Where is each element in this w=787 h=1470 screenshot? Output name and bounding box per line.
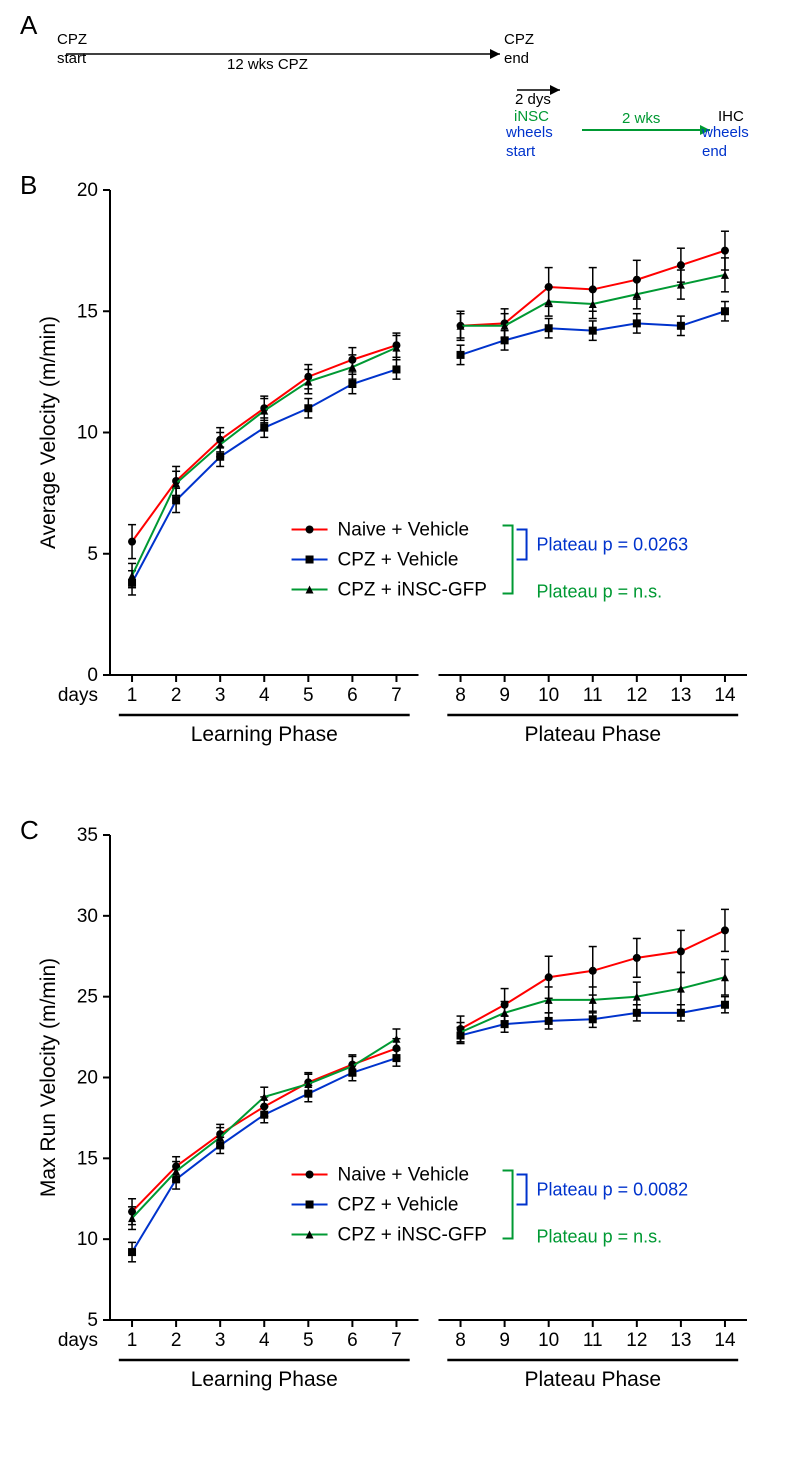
svg-text:10: 10 bbox=[538, 1330, 559, 1351]
svg-text:12: 12 bbox=[626, 685, 647, 706]
svg-text:Learning Phase: Learning Phase bbox=[191, 723, 338, 746]
svg-text:25: 25 bbox=[77, 987, 98, 1008]
chart-b-svg: 05101520Average Velocity (m/min)12345678… bbox=[20, 170, 767, 790]
svg-text:6: 6 bbox=[347, 685, 358, 706]
cpz-end-label: CPZ end bbox=[504, 31, 534, 69]
svg-text:10: 10 bbox=[77, 1229, 98, 1250]
panel-c-label: C bbox=[20, 815, 39, 846]
panel-b: B 05101520Average Velocity (m/min)123456… bbox=[20, 170, 767, 790]
svg-text:10: 10 bbox=[538, 685, 559, 706]
svg-text:9: 9 bbox=[499, 685, 510, 706]
svg-text:CPZ + Vehicle: CPZ + Vehicle bbox=[338, 1195, 459, 1216]
svg-text:9: 9 bbox=[499, 1330, 510, 1351]
svg-text:Plateau Phase: Plateau Phase bbox=[524, 723, 661, 746]
chart-c-svg: 5101520253035Max Run Velocity (m/min)123… bbox=[20, 815, 767, 1435]
svg-text:days: days bbox=[58, 1330, 98, 1351]
svg-text:Plateau p = n.s.: Plateau p = n.s. bbox=[537, 582, 663, 602]
svg-text:20: 20 bbox=[77, 1068, 98, 1089]
cpz-duration-label: 12 wks CPZ bbox=[227, 56, 308, 75]
svg-text:20: 20 bbox=[77, 180, 98, 201]
svg-text:6: 6 bbox=[347, 1330, 358, 1351]
svg-text:CPZ + Vehicle: CPZ + Vehicle bbox=[338, 550, 459, 571]
svg-text:Plateau p = 0.0082: Plateau p = 0.0082 bbox=[537, 1180, 689, 1200]
svg-text:15: 15 bbox=[77, 1148, 98, 1169]
svg-text:Average Velocity (m/min): Average Velocity (m/min) bbox=[37, 316, 60, 549]
svg-text:Naive + Vehicle: Naive + Vehicle bbox=[338, 520, 470, 541]
svg-text:13: 13 bbox=[670, 1330, 691, 1351]
svg-text:10: 10 bbox=[77, 423, 98, 444]
svg-text:Max Run Velocity (m/min): Max Run Velocity (m/min) bbox=[37, 958, 60, 1197]
timeline-svg bbox=[62, 32, 762, 160]
svg-text:11: 11 bbox=[583, 685, 603, 706]
timeline-diagram: CPZ start 12 wks CPZ CPZ end 2 dys iNSC … bbox=[62, 32, 762, 152]
panel-a-label: A bbox=[20, 10, 37, 41]
svg-text:7: 7 bbox=[391, 1330, 402, 1351]
panel-c: C 5101520253035Max Run Velocity (m/min)1… bbox=[20, 815, 767, 1435]
svg-text:Plateau Phase: Plateau Phase bbox=[524, 1368, 661, 1391]
svg-text:Learning Phase: Learning Phase bbox=[191, 1368, 338, 1391]
wheels-start-label: wheels start bbox=[506, 124, 553, 162]
svg-text:12: 12 bbox=[626, 1330, 647, 1351]
svg-text:35: 35 bbox=[77, 825, 98, 846]
svg-text:13: 13 bbox=[670, 685, 691, 706]
svg-text:4: 4 bbox=[259, 685, 270, 706]
svg-text:5: 5 bbox=[303, 685, 314, 706]
svg-text:Plateau p = n.s.: Plateau p = n.s. bbox=[537, 1227, 663, 1247]
svg-text:1: 1 bbox=[127, 1330, 138, 1351]
svg-text:3: 3 bbox=[215, 685, 226, 706]
svg-text:Naive + Vehicle: Naive + Vehicle bbox=[338, 1165, 470, 1186]
svg-text:14: 14 bbox=[714, 685, 736, 706]
panel-b-label: B bbox=[20, 170, 37, 201]
svg-text:CPZ + iNSC-GFP: CPZ + iNSC-GFP bbox=[338, 1225, 487, 1246]
svg-text:14: 14 bbox=[714, 1330, 736, 1351]
svg-text:2: 2 bbox=[171, 1330, 182, 1351]
svg-text:8: 8 bbox=[455, 1330, 466, 1351]
svg-text:5: 5 bbox=[87, 1310, 98, 1331]
svg-text:0: 0 bbox=[87, 665, 98, 686]
svg-text:1: 1 bbox=[127, 685, 138, 706]
two-wks-label: 2 wks bbox=[622, 110, 660, 129]
svg-text:11: 11 bbox=[583, 1330, 603, 1351]
svg-text:CPZ + iNSC-GFP: CPZ + iNSC-GFP bbox=[338, 580, 487, 601]
svg-text:5: 5 bbox=[303, 1330, 314, 1351]
gap-days-label: 2 dys bbox=[515, 91, 551, 110]
cpz-start-label: CPZ start bbox=[57, 31, 87, 69]
svg-text:4: 4 bbox=[259, 1330, 270, 1351]
svg-text:7: 7 bbox=[391, 685, 402, 706]
svg-text:Plateau p = 0.0263: Plateau p = 0.0263 bbox=[537, 535, 689, 555]
svg-text:15: 15 bbox=[77, 301, 98, 322]
svg-text:30: 30 bbox=[77, 906, 98, 927]
svg-text:5: 5 bbox=[87, 544, 98, 565]
svg-text:8: 8 bbox=[455, 685, 466, 706]
svg-text:2: 2 bbox=[171, 685, 182, 706]
svg-text:days: days bbox=[58, 685, 98, 706]
svg-text:3: 3 bbox=[215, 1330, 226, 1351]
wheels-end-label: wheels end bbox=[702, 124, 749, 162]
panel-a: A CPZ start 12 wks CPZ CPZ end 2 dys iNS… bbox=[20, 10, 767, 160]
